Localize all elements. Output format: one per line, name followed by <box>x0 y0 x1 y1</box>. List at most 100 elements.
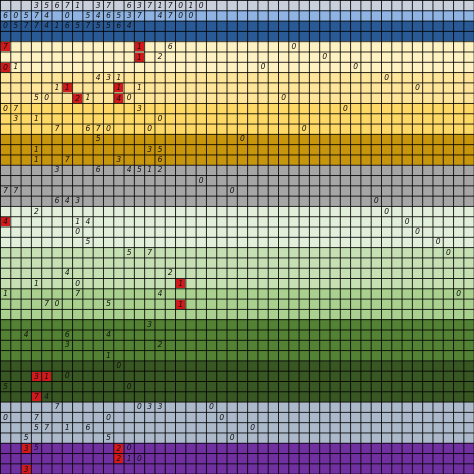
grid-number: 7 <box>34 21 39 31</box>
grid-number: 5 <box>13 21 19 31</box>
grid-number: 0 <box>3 412 8 422</box>
grid-number: 3 <box>75 196 80 206</box>
light-green-band <box>0 288 474 321</box>
grid-number: 7 <box>167 10 173 20</box>
grid-number: 2 <box>34 206 39 216</box>
grid-number: 6 <box>54 0 60 10</box>
grid-number: 4 <box>44 391 50 401</box>
grid-number: 0 <box>250 422 256 432</box>
grid-number: 0 <box>446 247 451 257</box>
grid-number: 6 <box>54 196 60 206</box>
highlighted-cell: 7 <box>31 392 41 402</box>
grid-number: 4 <box>85 216 91 226</box>
grid-number: 0 <box>126 93 132 103</box>
grid-number: 5 <box>23 433 29 443</box>
dark-green-band <box>0 360 474 403</box>
grid-number: 0 <box>415 82 420 92</box>
grid-number: 0 <box>384 72 389 82</box>
grid-number: 3 <box>13 113 19 123</box>
grid-number: 0 <box>229 433 235 443</box>
grid-number: 5 <box>34 443 39 453</box>
grid-number: 0 <box>75 227 80 237</box>
grid-number: 0 <box>260 62 266 72</box>
grid-number: 1 <box>157 0 163 10</box>
grid-number: 0 <box>188 10 194 20</box>
grid-number: 7 <box>54 124 60 134</box>
purple-band <box>0 442 474 474</box>
cream-band <box>0 41 474 74</box>
grid-number: 0 <box>209 402 214 412</box>
grid-number: 4 <box>64 196 70 206</box>
grid-number: 0 <box>229 185 235 195</box>
grid-number: 7 <box>64 155 70 164</box>
grid-number: 1 <box>54 21 60 31</box>
grid-number: 4 <box>157 288 163 298</box>
grid-number: 0 <box>240 134 245 144</box>
grid-number: 6 <box>64 21 70 31</box>
grid-number: 6 <box>95 165 101 175</box>
grid-number: 0 <box>373 196 379 206</box>
grid-number: 4 <box>157 10 163 20</box>
grid-number: 1 <box>34 155 39 164</box>
grid-number: 6 <box>85 124 91 134</box>
grid-number: 0 <box>198 175 204 185</box>
grid-number: 3 <box>106 72 111 82</box>
grid-number: 0 <box>198 0 204 10</box>
grid-number: 7 <box>95 124 101 134</box>
grid-number: 1 <box>188 0 194 10</box>
highlighted-cell: 1 <box>134 52 144 62</box>
grid-number: 3 <box>137 103 142 113</box>
grid-number: 3 <box>137 0 142 10</box>
grid-number: 6 <box>106 10 111 20</box>
grid-number: 4 <box>44 21 50 31</box>
grid-number: 5 <box>157 144 163 154</box>
grid-number: 5 <box>23 10 29 20</box>
grid-number: 1 <box>64 422 70 432</box>
grid-number: 5 <box>106 21 111 31</box>
grid-number: 0 <box>343 103 348 113</box>
grid-number: 7 <box>64 0 70 10</box>
grid-number: 7 <box>44 299 50 309</box>
grid-number: 0 <box>64 371 70 381</box>
grid-number: 0 <box>353 62 359 72</box>
grid-number: 0 <box>64 10 70 20</box>
grid-number: 0 <box>116 361 122 370</box>
grid-number: 0 <box>415 227 420 237</box>
grid-number: 0 <box>322 52 328 61</box>
grid-number: 0 <box>106 412 111 422</box>
grid-number: 6 <box>167 41 173 51</box>
grid-number: 6 <box>64 330 70 340</box>
highlighted-cell: 1 <box>134 42 144 52</box>
grid-number: 7 <box>13 185 19 195</box>
grid-number: 2 <box>167 268 173 278</box>
grid-number: 0 <box>435 237 441 247</box>
highlighted-cell: 7 <box>1 42 10 52</box>
grid-number: 1 <box>34 144 39 154</box>
grid-number: 1 <box>126 453 132 463</box>
grid-number: 3 <box>147 144 153 154</box>
grid-number: 1 <box>85 93 91 103</box>
grid-number: 1 <box>13 62 19 72</box>
grid-number: 0 <box>44 93 50 103</box>
highlighted-cell: 2 <box>114 454 124 464</box>
grid-number: 0 <box>54 299 60 309</box>
highlighted-cell: 3 <box>21 443 31 453</box>
grid-number: 4 <box>126 21 132 31</box>
highlighted-cell: 3 <box>31 371 41 381</box>
gold-band <box>0 103 474 135</box>
grid-number: 5 <box>106 433 111 443</box>
grid-number: 5 <box>116 10 122 20</box>
grid-number: 1 <box>116 72 122 82</box>
grid-number: 3 <box>54 165 60 175</box>
grid-number: 4 <box>95 10 101 20</box>
grid-number: 7 <box>75 288 80 298</box>
grid-number: 3 <box>116 155 122 164</box>
grid-number: 7 <box>44 422 50 432</box>
grid-number: 2 <box>157 52 163 61</box>
grid-number: 1 <box>106 350 111 360</box>
grid-number: 7 <box>13 103 19 113</box>
highlighted-cell: 1 <box>176 299 186 309</box>
grid-number: 0 <box>219 412 225 422</box>
grid-number: 7 <box>85 21 91 31</box>
grid-number: 0 <box>404 216 410 226</box>
